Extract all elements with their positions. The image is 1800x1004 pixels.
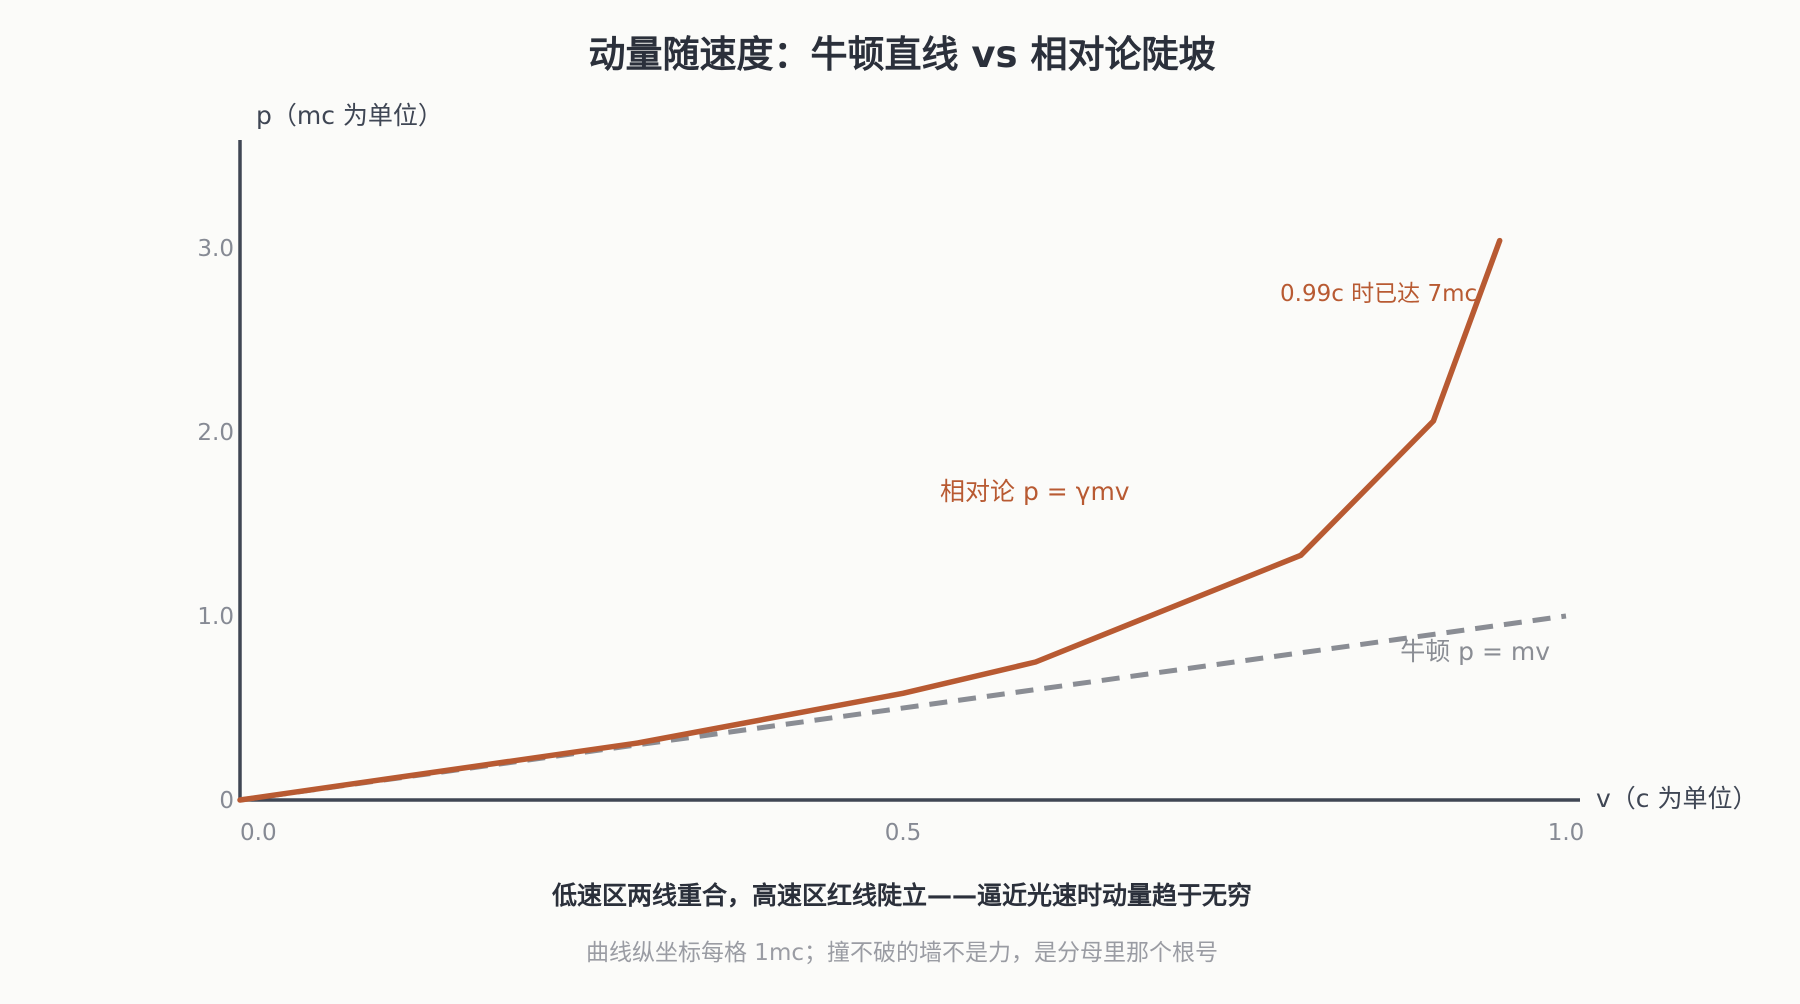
y-tick-label: 3.0 xyxy=(197,236,234,262)
series-label-relativity: 相对论 p = γmv xyxy=(940,477,1130,506)
series-lines xyxy=(237,237,1567,803)
y-tick-label: 1.0 xyxy=(197,604,234,630)
series-line-newton xyxy=(239,613,1567,803)
x-axis-label: v（c 为单位） xyxy=(1596,784,1758,813)
y-tick-label: 2.0 xyxy=(197,420,234,446)
y-axis-label: p（mc 为单位） xyxy=(256,101,443,130)
chart-title: 动量随速度：牛顿直线 vs 相对论陡坡 xyxy=(589,33,1216,76)
series-line-relativity xyxy=(237,237,1503,803)
x-tick-label: 1.0 xyxy=(1548,820,1585,846)
x-tick-label: 0.5 xyxy=(885,820,922,846)
y-tick-labels: 0 1.0 2.0 3.0 xyxy=(197,236,234,814)
chart-note: 曲线纵坐标每格 1mc；撞不破的墙不是力，是分母里那个根号 xyxy=(586,940,1218,966)
series-label-newton: 牛顿 p = mv xyxy=(1400,637,1550,666)
y-tick-label: 0 xyxy=(219,788,234,814)
annotation-peak-note: 0.99c 时已达 7mc xyxy=(1280,281,1477,307)
x-tick-label: 0.0 xyxy=(240,820,277,846)
chart-caption: 低速区两线重合，高速区红线陡立——逼近光速时动量趋于无穷 xyxy=(551,881,1252,910)
x-tick-labels: 0.0 0.5 1.0 xyxy=(240,820,1584,846)
